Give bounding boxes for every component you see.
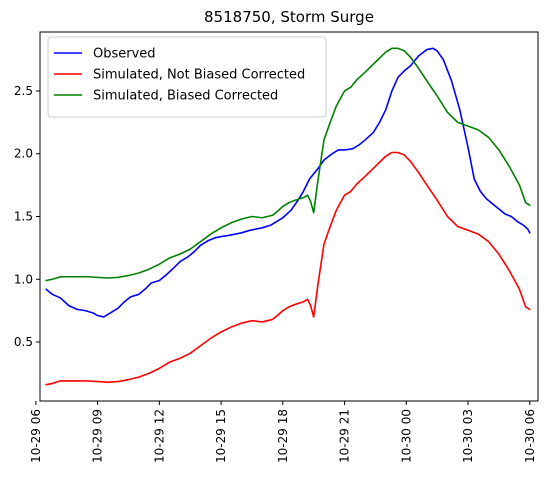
series-line-simulated-bias-corrected bbox=[45, 47, 531, 282]
axes-layer: 0.5 1.0 1.5 2.0 2.5 10-29 06 10-29 09 10-29 12 1… bbox=[14, 31, 539, 463]
x-tick-label: 10-29 21 bbox=[338, 409, 352, 463]
series-line-simulated-not-bias-corrected bbox=[45, 151, 531, 386]
y-tick-label: 1.0 bbox=[14, 272, 33, 286]
y-tick-label: 1.5 bbox=[14, 210, 33, 224]
y-tick-label: 0.5 bbox=[14, 335, 33, 349]
legend-label-simulated-bias-corrected: Simulated, Biased Corrected bbox=[93, 89, 278, 104]
legend-label-simulated-not-bias-corrected: Simulated, Not Biased Corrected bbox=[93, 68, 305, 83]
legend-box bbox=[47, 36, 327, 118]
x-tick-label: 10-30 00 bbox=[399, 409, 413, 463]
legend: Observed Simulated, Not Biased Corrected S… bbox=[47, 36, 327, 118]
chart-title: 8518750, Storm Surge bbox=[204, 8, 374, 26]
x-tick-label: 10-29 12 bbox=[152, 409, 166, 463]
x-tick-label: 10-29 06 bbox=[29, 409, 43, 463]
x-tick-label: 10-29 18 bbox=[276, 409, 290, 463]
y-tick-label: 2.0 bbox=[14, 147, 33, 161]
x-tick-label: 10-30 03 bbox=[461, 409, 475, 463]
series-layer bbox=[45, 47, 531, 386]
legend-label-observed: Observed bbox=[93, 47, 156, 62]
y-tick-label: 2.5 bbox=[14, 84, 33, 98]
x-tick-label: 10-30 06 bbox=[523, 409, 537, 463]
x-tick-label: 10-29 09 bbox=[91, 409, 105, 463]
series-line-observed bbox=[45, 47, 531, 318]
x-tick-label: 10-29 15 bbox=[214, 409, 228, 463]
